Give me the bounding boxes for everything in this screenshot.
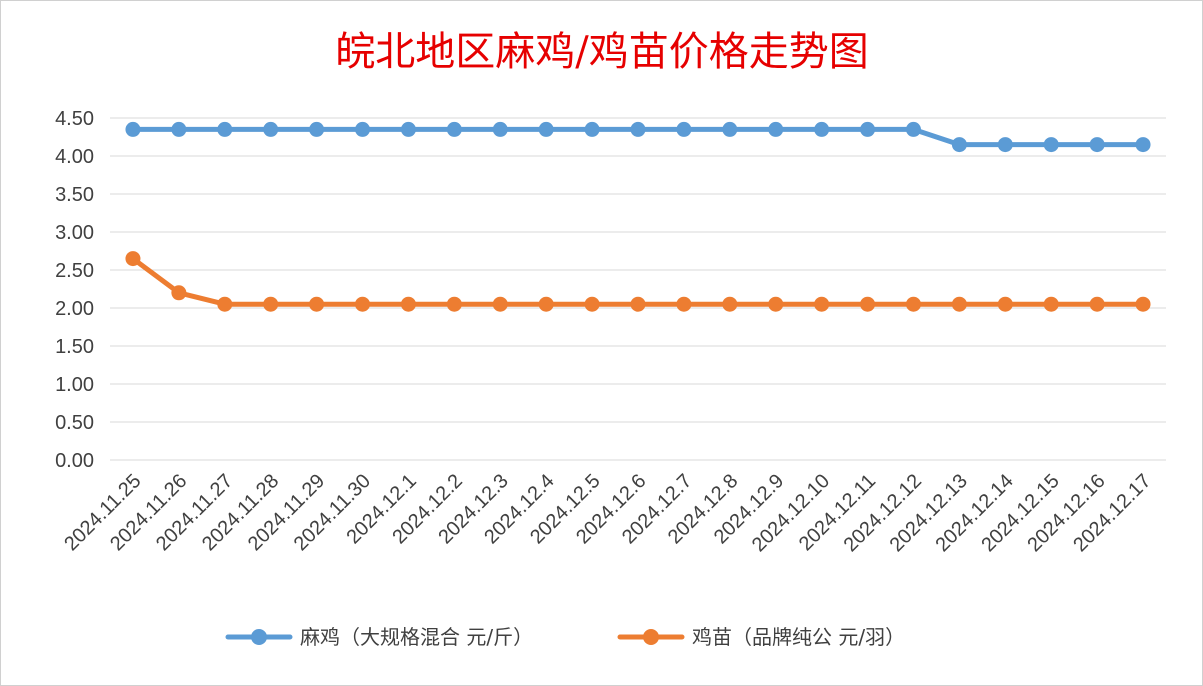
chart-title: 皖北地区麻鸡/鸡苗价格走势图 [335, 29, 868, 75]
series-1 [125, 121, 1151, 153]
y-tick-label: 1.50 [55, 336, 94, 358]
data-point [860, 121, 876, 137]
data-point [676, 296, 692, 312]
legend-marker [643, 629, 659, 645]
data-point [1043, 296, 1059, 312]
y-axis-ticks: 0.00 0.50 1.00 1.50 2.00 2.50 3.00 3.50 4.00 4.50 [55, 108, 94, 472]
y-tick-label: 1.00 [55, 374, 94, 396]
data-point [217, 296, 233, 312]
data-point [997, 137, 1013, 153]
data-point [630, 296, 646, 312]
data-point [860, 296, 876, 312]
y-tick-label: 0.00 [55, 450, 94, 472]
gridlines [110, 117, 1166, 461]
data-point [1043, 137, 1059, 153]
data-point [1135, 137, 1151, 153]
data-point [400, 121, 416, 137]
data-point [125, 251, 141, 267]
data-point [446, 296, 462, 312]
y-tick-label: 3.00 [55, 222, 94, 244]
data-point [492, 121, 508, 137]
data-point [814, 121, 830, 137]
data-point [400, 296, 416, 312]
data-point [1089, 296, 1105, 312]
data-point [951, 296, 967, 312]
legend-marker [251, 629, 267, 645]
data-point [1135, 296, 1151, 312]
legend-item: 麻鸡（大规格混合 元/斤） [225, 625, 533, 649]
series-2 [125, 251, 1151, 312]
data-point [630, 121, 646, 137]
data-point [584, 121, 600, 137]
data-point [171, 285, 187, 301]
legend-label: 麻鸡（大规格混合 元/斤） [300, 625, 533, 649]
data-point [171, 121, 187, 137]
data-point [263, 296, 279, 312]
data-point [538, 121, 554, 137]
series-layer [125, 121, 1151, 312]
data-point [768, 296, 784, 312]
y-tick-label: 2.00 [55, 298, 94, 320]
data-point [125, 121, 141, 137]
y-tick-label: 2.50 [55, 260, 94, 282]
data-point [905, 296, 921, 312]
y-tick-label: 0.50 [55, 412, 94, 434]
data-point [1089, 137, 1105, 153]
data-point [446, 121, 462, 137]
y-tick-label: 4.50 [55, 108, 94, 130]
data-point [814, 296, 830, 312]
x-axis-ticks: 2024.11.252024.11.262024.11.272024.11.28… [60, 470, 1155, 556]
y-tick-label: 3.50 [55, 184, 94, 206]
data-point [355, 121, 371, 137]
data-point [492, 296, 508, 312]
data-point [355, 296, 371, 312]
data-point [309, 121, 325, 137]
data-point [768, 121, 784, 137]
data-point [722, 296, 738, 312]
data-point [905, 121, 921, 137]
data-point [538, 296, 554, 312]
data-point [217, 121, 233, 137]
data-point [676, 121, 692, 137]
data-point [951, 137, 967, 153]
data-point [263, 121, 279, 137]
data-point [309, 296, 325, 312]
data-point [584, 296, 600, 312]
data-point [997, 296, 1013, 312]
legend-label: 鸡苗（品牌纯公 元/羽） [692, 625, 905, 649]
legend-item: 鸡苗（品牌纯公 元/羽） [617, 625, 905, 649]
data-point [722, 121, 738, 137]
legend: 麻鸡（大规格混合 元/斤） 鸡苗（品牌纯公 元/羽） [225, 625, 905, 649]
y-tick-label: 4.00 [55, 146, 94, 168]
